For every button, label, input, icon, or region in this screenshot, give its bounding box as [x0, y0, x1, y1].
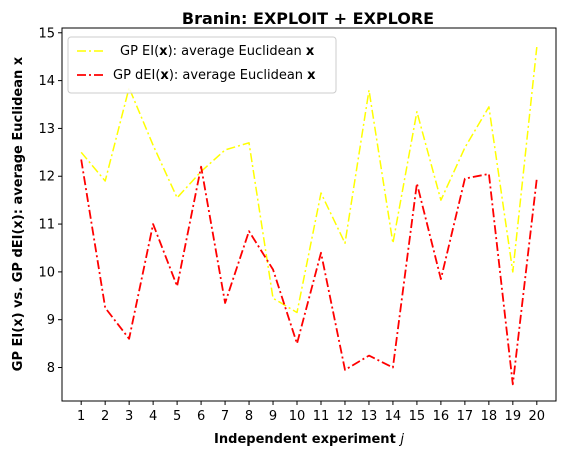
- x-tick-label: 14: [385, 409, 402, 424]
- x-tick-label: 16: [433, 409, 450, 424]
- y-tick-label: 10: [38, 265, 55, 280]
- x-tick-label: 7: [221, 409, 229, 424]
- x-tick-label: 17: [457, 409, 474, 424]
- x-tick-label: 1: [77, 409, 85, 424]
- x-tick-label: 3: [125, 409, 133, 424]
- x-tick-label: 9: [269, 409, 277, 424]
- legend-label-1: GP EI(x): average Euclidean x: [120, 44, 315, 59]
- legend: GP EI(x): average Euclidean xGP dEI(x): …: [68, 37, 336, 93]
- legend-label-part: ): average Euclidean: [169, 68, 307, 83]
- y-tick-label: 9: [47, 313, 55, 328]
- x-tick-label: 5: [173, 409, 181, 424]
- legend-label-2: GP dEI(x): average Euclidean x: [113, 68, 316, 83]
- x-tick-label: 8: [245, 409, 253, 424]
- y-axis-label: GP EI(x) vs. GP dEI(x): average Euclidea…: [11, 56, 26, 371]
- x-axis-label: Independent experiment j: [214, 432, 404, 447]
- x-tick-label: 12: [337, 409, 354, 424]
- y-tick-label: 15: [38, 26, 55, 41]
- y-tick-label: 11: [38, 218, 55, 233]
- y-tick-label: 14: [38, 74, 55, 89]
- x-tick-label: 2: [101, 409, 109, 424]
- x-tick-label: 4: [149, 409, 157, 424]
- x-tick-label: 15: [409, 409, 426, 424]
- x-tick-label: 13: [361, 409, 378, 424]
- x-axis-label-main: Independent experiment: [214, 432, 400, 447]
- x-tick-label: 19: [505, 409, 522, 424]
- legend-label-part: GP dEI(: [113, 68, 160, 83]
- legend-label-part: GP EI(: [120, 44, 159, 59]
- legend-label-part: x: [306, 44, 315, 59]
- x-tick-label: 18: [481, 409, 498, 424]
- y-tick-label: 13: [38, 122, 55, 137]
- legend-label-part: x: [307, 68, 316, 83]
- chart-title: Branin: EXPLOIT + EXPLORE: [182, 9, 434, 28]
- y-tick-label: 12: [38, 170, 55, 185]
- x-tick-label: 11: [313, 409, 330, 424]
- x-tick-label: 20: [529, 409, 546, 424]
- y-tick-label: 8: [47, 361, 55, 376]
- x-tick-label: 6: [197, 409, 205, 424]
- legend-label-part: ): average Euclidean: [168, 44, 306, 59]
- x-tick-label: 10: [289, 409, 306, 424]
